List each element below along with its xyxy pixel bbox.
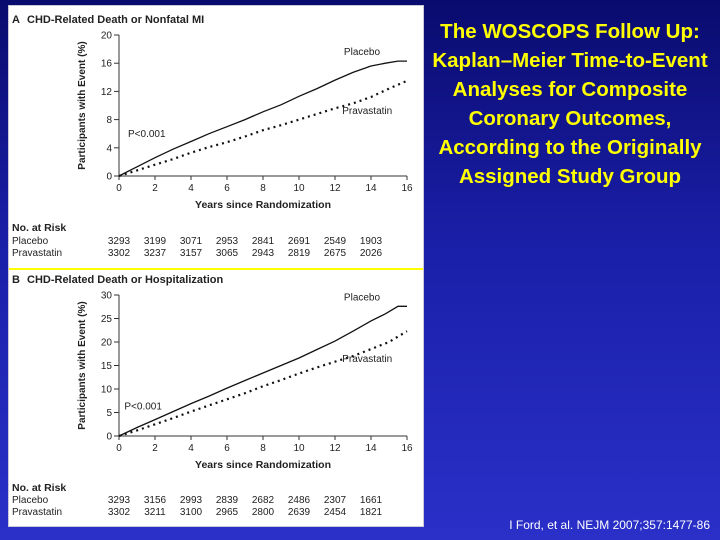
panel-a-ylabel: Participants with Event (%)	[77, 41, 88, 169]
panel-b-at-risk-heading: No. at Risk	[12, 482, 66, 494]
panel-a-at-risk-value: 3065	[216, 248, 239, 259]
panel-a-xtick-label: 4	[188, 183, 194, 194]
panel-a-xlabel: Years since Randomization	[195, 199, 331, 211]
panel-b-ytick-label: 0	[106, 432, 112, 443]
panel-a-at-risk-value: 2943	[252, 248, 275, 259]
panel-b-at-risk-value: 3293	[108, 495, 131, 506]
panel-a-xtick-label: 0	[116, 183, 122, 194]
panel-a-xtick-label: 12	[329, 183, 341, 194]
panel-a-at-risk-value: 2819	[288, 248, 311, 259]
panel-b-p-value: P<0.001	[124, 402, 162, 413]
panel-a-ytick-label: 8	[106, 115, 112, 126]
panel-b-at-risk-value: 2993	[180, 495, 203, 506]
panel-a-series-pravastatin	[118, 79, 408, 178]
panel-a-ytick-label: 20	[101, 31, 113, 42]
panel-b-xtick-label: 10	[293, 443, 305, 454]
panel-separator	[9, 268, 423, 270]
km-figure: A CHD-Related Death or Nonfatal MI 0 4 8 12 16…	[8, 5, 424, 527]
panel-b-ytick-label: 5	[106, 408, 112, 419]
panel-b-ytick-label: 30	[101, 291, 113, 302]
panel-a-xtick-label: 6	[224, 183, 230, 194]
panel-a-at-risk-value: 2691	[288, 236, 311, 247]
panel-b-at-risk-value: 2307	[324, 495, 347, 506]
panel-b-at-risk-value: 3302	[108, 507, 131, 518]
panel-b-series-placebo	[118, 305, 407, 437]
panel-b-xtick-label: 8	[260, 443, 266, 454]
panel-a-at-risk-heading: No. at Risk	[12, 222, 66, 234]
panel-b-at-risk-value: 2965	[216, 507, 239, 518]
panel-a-ytick-label: 4	[106, 143, 112, 154]
panel-a-title: CHD-Related Death or Nonfatal MI	[27, 14, 204, 26]
panel-a-xtick-label: 10	[293, 183, 305, 194]
panel-a-xtick-label: 14	[365, 183, 377, 194]
panel-b-xtick-label: 12	[329, 443, 341, 454]
panel-a-xtick-label: 16	[401, 183, 413, 194]
panel-a-series-placebo	[118, 60, 407, 177]
panel-a-at-risk-value: 1903	[360, 236, 383, 247]
panel-b-xlabel: Years since Randomization	[195, 459, 331, 471]
panel-b-ytick-label: 20	[101, 338, 113, 349]
panel-b-title: CHD-Related Death or Hospitalization	[27, 274, 223, 286]
panel-b-ytick-label: 10	[101, 385, 113, 396]
panel-a-xtick-label: 2	[152, 183, 158, 194]
panel-a-p-value: P<0.001	[128, 129, 166, 140]
panel-a-ytick-label: 12	[101, 87, 113, 98]
panel-a-ytick-label: 0	[106, 172, 112, 183]
panel-b-xtick-label: 14	[365, 443, 377, 454]
panel-a-at-risk-value: 3199	[144, 236, 167, 247]
panel-b-at-risk-value: 2839	[216, 495, 239, 506]
panel-a-xtick-label: 8	[260, 183, 266, 194]
panel-b-at-risk-value: 1661	[360, 495, 383, 506]
panel-b-xtick-label: 4	[188, 443, 194, 454]
panel-b-at-risk-value: 3156	[144, 495, 167, 506]
panel-a-at-risk-value: 2675	[324, 248, 347, 259]
panel-b-letter: B	[12, 274, 20, 286]
panel-b-at-risk-value: 1821	[360, 507, 383, 518]
panel-a-at-risk-value: 2026	[360, 248, 383, 259]
panel-a-at-risk-row-label: Placebo	[12, 236, 49, 247]
panel-b-label-pravastatin: Pravastatin	[342, 354, 392, 365]
panel-a-at-risk-value: 3157	[180, 248, 203, 259]
panel-b-at-risk-value: 2486	[288, 495, 311, 506]
citation: I Ford, et al. NEJM 2007;357:1477-86	[509, 518, 710, 532]
panel-a-at-risk-value: 2841	[252, 236, 275, 247]
panel-b-ytick-label: 25	[101, 314, 113, 325]
panel-b-at-risk-value: 2639	[288, 507, 311, 518]
panel-a-at-risk-value: 2953	[216, 236, 239, 247]
panel-b-at-risk-row-label: Pravastatin	[12, 507, 62, 518]
panel-a-at-risk-value: 3293	[108, 236, 131, 247]
panel-a-at-risk-row-label: Pravastatin	[12, 248, 62, 259]
panel-b-xtick-label: 6	[224, 443, 230, 454]
panel-b-xtick-label: 16	[401, 443, 413, 454]
panel-a-at-risk-value: 3237	[144, 248, 167, 259]
km-chart-svg: A CHD-Related Death or Nonfatal MI 0 4 8 12 16…	[12, 14, 413, 518]
panel-a-ytick-label: 16	[101, 59, 113, 70]
panel-b-series-pravastatin	[118, 330, 408, 438]
panel-a-letter: A	[12, 14, 20, 26]
panel-b-xtick-label: 0	[116, 443, 122, 454]
panel-b-at-risk-value: 2800	[252, 507, 275, 518]
panel-b-at-risk-value: 2454	[324, 507, 347, 518]
panel-b-at-risk-row-label: Placebo	[12, 495, 49, 506]
panel-b-at-risk-value: 3211	[144, 507, 166, 518]
panel-a-label-pravastatin: Pravastatin	[342, 106, 392, 117]
panel-b-ylabel: Participants with Event (%)	[77, 301, 88, 429]
panel-b-at-risk-value: 3100	[180, 507, 203, 518]
panel-a-label-placebo: Placebo	[344, 47, 381, 58]
slide-title: The WOSCOPS Follow Up: Kaplan–Meier Time…	[432, 20, 708, 188]
panel-a-at-risk-value: 3302	[108, 248, 131, 259]
panel-b-label-placebo: Placebo	[344, 292, 381, 303]
panel-a-at-risk-value: 3071	[180, 236, 203, 247]
panel-b-xtick-label: 2	[152, 443, 158, 454]
panel-b-ytick-label: 15	[101, 361, 113, 372]
panel-a-at-risk-value: 2549	[324, 236, 347, 247]
panel-b-at-risk-value: 2682	[252, 495, 275, 506]
